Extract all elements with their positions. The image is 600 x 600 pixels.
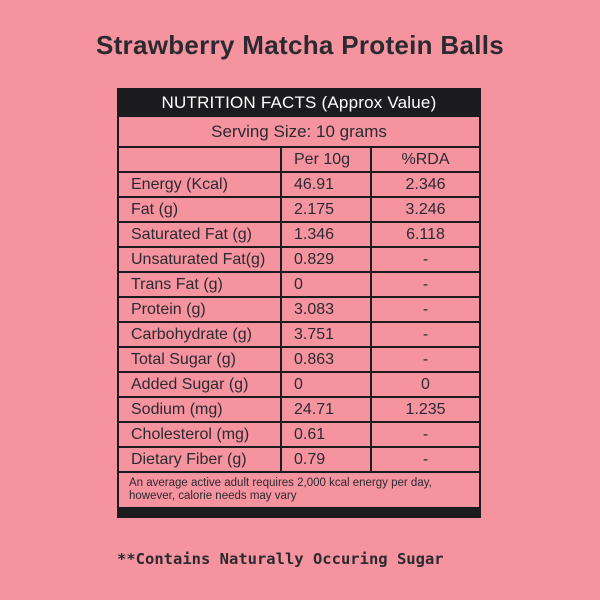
rda-value: - bbox=[369, 296, 482, 323]
rda-value: 3.246 bbox=[369, 196, 482, 223]
per10g-value: 0 bbox=[280, 271, 372, 298]
nutrition-facts-header-row: NUTRITION FACTS (Approx Value) bbox=[116, 88, 482, 117]
rda-value: 0 bbox=[369, 371, 482, 398]
table-row-dietary-fiber: Dietary Fiber (g) 0.79 - bbox=[117, 446, 482, 473]
per10g-value: 3.751 bbox=[280, 321, 372, 348]
table-row-carbohydrate: Carbohydrate (g) 3.751 - bbox=[117, 321, 482, 348]
column-header-per10g: Per 10g bbox=[280, 146, 372, 173]
rda-value: 1.235 bbox=[369, 396, 482, 423]
table-row-added-sugar: Added Sugar (g) 0 0 bbox=[117, 371, 482, 398]
product-title: Strawberry Matcha Protein Balls bbox=[95, 30, 505, 60]
column-header-rda: %RDA bbox=[369, 146, 482, 173]
per10g-value: 0.61 bbox=[280, 421, 372, 448]
per10g-value: 0.829 bbox=[280, 246, 372, 273]
nutrient-label: Fat (g) bbox=[117, 196, 282, 223]
nutrient-label: Sodium (mg) bbox=[117, 396, 282, 423]
serving-size-text: Serving Size: 10 grams bbox=[116, 115, 482, 148]
per10g-value: 0 bbox=[280, 371, 372, 398]
rda-value: - bbox=[369, 321, 482, 348]
table-row-energy: Energy (Kcal) 46.91 2.346 bbox=[117, 171, 482, 198]
rda-value: 6.118 bbox=[369, 221, 482, 248]
rda-value: 2.346 bbox=[369, 171, 482, 198]
nutrient-label: Energy (Kcal) bbox=[117, 171, 282, 198]
nutrition-facts-table: NUTRITION FACTS (Approx Value) Serving S… bbox=[116, 88, 482, 518]
footnote-line-2: however, calorie needs may vary bbox=[129, 490, 297, 502]
per10g-value: 0.863 bbox=[280, 346, 372, 373]
per10g-value: 2.175 bbox=[280, 196, 372, 223]
rda-value: - bbox=[369, 246, 482, 273]
nutrient-label: Unsaturated Fat(g) bbox=[117, 246, 282, 273]
bottom-black-bar bbox=[116, 507, 482, 518]
table-row-saturated-fat: Saturated Fat (g) 1.346 6.118 bbox=[117, 221, 482, 248]
per10g-value: 3.083 bbox=[280, 296, 372, 323]
per10g-value: 1.346 bbox=[280, 221, 372, 248]
table-row-sodium: Sodium (mg) 24.71 1.235 bbox=[117, 396, 482, 423]
per10g-value: 0.79 bbox=[280, 446, 372, 473]
nutrition-facts-header: NUTRITION FACTS (Approx Value) bbox=[116, 88, 482, 117]
serving-size-row: Serving Size: 10 grams bbox=[116, 115, 482, 148]
nutrient-label: Total Sugar (g) bbox=[117, 346, 282, 373]
nutrient-label: Trans Fat (g) bbox=[117, 271, 282, 298]
table-footnote: An average active adult requires 2,000 k… bbox=[116, 471, 482, 509]
sugar-disclaimer: **Contains Naturally Occuring Sugar bbox=[117, 550, 444, 568]
rda-value: - bbox=[369, 421, 482, 448]
nutrient-label: Added Sugar (g) bbox=[117, 371, 282, 398]
rda-value: - bbox=[369, 446, 482, 473]
rda-value: - bbox=[369, 346, 482, 373]
nutrient-label: Protein (g) bbox=[117, 296, 282, 323]
column-header-blank bbox=[117, 146, 282, 173]
per10g-value: 46.91 bbox=[280, 171, 372, 198]
table-row-fat: Fat (g) 2.175 3.246 bbox=[117, 196, 482, 223]
table-row-unsaturated-fat: Unsaturated Fat(g) 0.829 - bbox=[117, 246, 482, 273]
table-row-total-sugar: Total Sugar (g) 0.863 - bbox=[117, 346, 482, 373]
nutrient-label: Cholesterol (mg) bbox=[117, 421, 282, 448]
rda-value: - bbox=[369, 271, 482, 298]
per10g-value: 24.71 bbox=[280, 396, 372, 423]
footnote-line-1: An average active adult requires 2,000 k… bbox=[129, 477, 432, 489]
table-row-trans-fat: Trans Fat (g) 0 - bbox=[117, 271, 482, 298]
bottom-black-bar-row bbox=[116, 507, 482, 518]
column-header-row: Per 10g %RDA bbox=[117, 146, 482, 173]
table-row-protein: Protein (g) 3.083 - bbox=[117, 296, 482, 323]
table-row-cholesterol: Cholesterol (mg) 0.61 - bbox=[117, 421, 482, 448]
table-footnote-row: An average active adult requires 2,000 k… bbox=[116, 471, 482, 509]
nutrient-label: Saturated Fat (g) bbox=[117, 221, 282, 248]
nutrient-label: Carbohydrate (g) bbox=[117, 321, 282, 348]
nutrient-label: Dietary Fiber (g) bbox=[117, 446, 282, 473]
